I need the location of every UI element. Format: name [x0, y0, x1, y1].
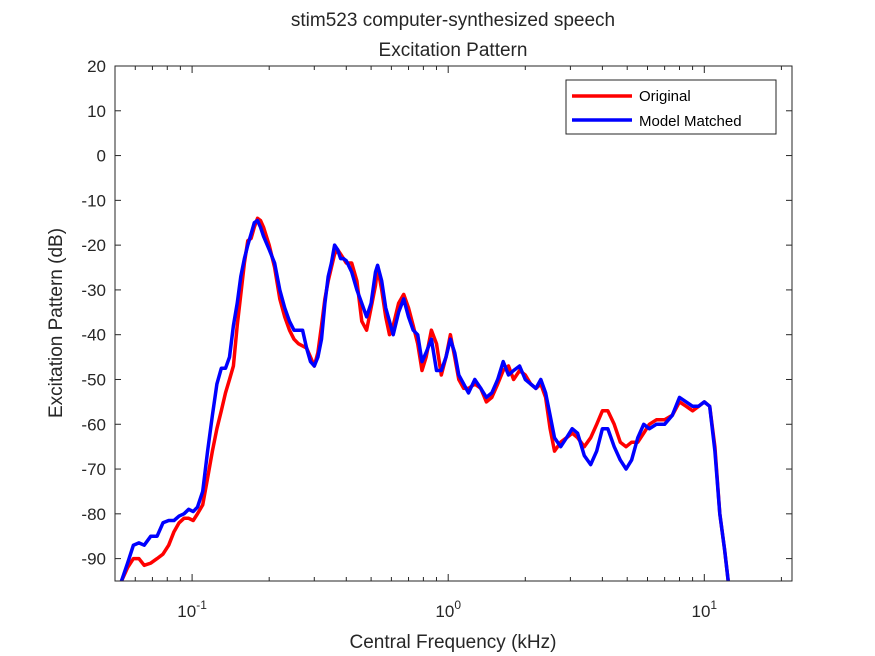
legend-box — [565, 79, 777, 135]
axes-box — [114, 65, 793, 582]
y-tick-label: -40 — [81, 326, 106, 345]
chart-title: stim523 computer-synthesized speech — [291, 10, 615, 31]
x-axis-label: Central Frequency (kHz) — [350, 632, 557, 653]
y-tick-label: 20 — [87, 57, 106, 76]
series-layer — [119, 216, 730, 581]
series-line-model-matched — [119, 218, 730, 581]
y-tick-label: 10 — [87, 102, 106, 121]
x-tick-label: 100 — [435, 598, 461, 621]
y-tick-label: -90 — [81, 550, 106, 569]
y-axis-label: Excitation Pattern (dB) — [46, 228, 67, 418]
legend: Original Model Matched — [565, 79, 777, 135]
legend-label-model-matched: Model Matched — [639, 113, 742, 130]
y-tick-label: -20 — [81, 236, 106, 255]
y-tick-label: -60 — [81, 415, 106, 434]
plot-area — [115, 66, 792, 581]
y-tick-label: -50 — [81, 370, 106, 389]
x-tick-label: 10-1 — [177, 598, 207, 621]
y-tick-label: -70 — [81, 460, 106, 479]
y-tick-label: 0 — [97, 147, 106, 166]
legend-label-original: Original — [639, 88, 691, 105]
x-tick-label: 101 — [691, 598, 717, 621]
series-line-original — [119, 216, 730, 581]
y-tick-label: -10 — [81, 191, 106, 210]
y-tick-label: -30 — [81, 281, 106, 300]
y-tick-label: -80 — [81, 505, 106, 524]
chart-subtitle: Excitation Pattern — [379, 40, 528, 61]
